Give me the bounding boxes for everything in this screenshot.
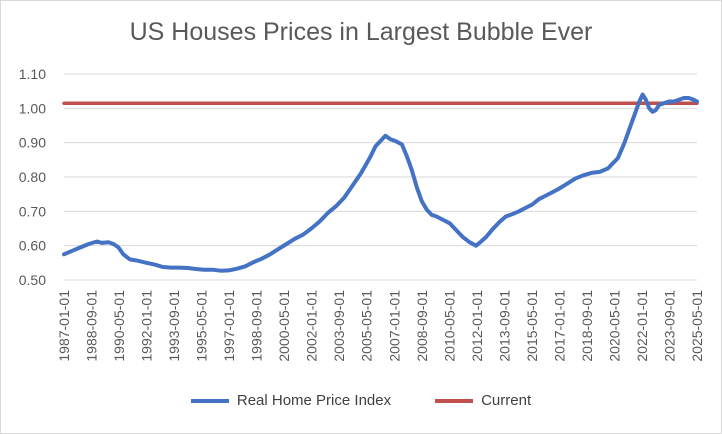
ytick-label: 0.90: [19, 135, 46, 151]
ytick-label: 1.10: [19, 66, 46, 82]
xtick-label: 2002-01-01: [304, 290, 320, 362]
ytick-label: 1.00: [19, 100, 46, 116]
chart-title: US Houses Prices in Largest Bubble Ever: [129, 18, 593, 46]
xtick-label: 1987-01-01: [56, 290, 72, 362]
xtick-label: 2005-05-01: [359, 290, 375, 362]
xtick-label: 2007-01-01: [386, 290, 402, 362]
legend-swatch-real-home-price-index: [190, 398, 229, 403]
xtick-label: 1995-05-01: [194, 290, 210, 362]
xtick-label: 2025-05-01: [689, 290, 705, 362]
chart-legend: Real Home Price Index Current: [0, 392, 722, 409]
legend-label-current: Current: [481, 392, 532, 409]
ytick-label: 0.70: [19, 203, 46, 219]
ytick-label: 0.80: [19, 169, 46, 185]
xtick-label: 2022-01-01: [634, 290, 650, 362]
xtick-label: 2010-05-01: [441, 290, 457, 362]
xtick-label: 1997-01-01: [221, 290, 237, 362]
xtick-label: 2023-09-01: [661, 290, 677, 362]
xtick-label: 1992-01-01: [139, 290, 155, 362]
legend-item-current: Current: [435, 392, 531, 409]
series-line-real-home-price-index: [62, 92, 699, 273]
xtick-label: 2012-01-01: [469, 290, 485, 362]
xtick-label: 2015-05-01: [524, 290, 540, 362]
xtick-label: 1990-05-01: [111, 290, 127, 362]
xtick-label: 1988-09-01: [84, 290, 100, 362]
xtick-label: 2018-09-01: [579, 290, 595, 362]
legend-swatch-current: [435, 398, 474, 403]
xtick-label: 2017-01-01: [551, 290, 567, 362]
legend-label-real-home-price-index: Real Home Price Index: [236, 392, 392, 409]
xtick-label: 2003-09-01: [331, 290, 347, 362]
ytick-label: 0.60: [19, 238, 46, 254]
ytick-label: 0.50: [19, 272, 46, 288]
xtick-label: 1993-09-01: [166, 290, 182, 362]
legend-item-real-home-price-index: Real Home Price Index: [190, 392, 392, 409]
xtick-label: 2020-05-01: [606, 290, 622, 362]
xtick-label: 2008-09-01: [414, 290, 430, 362]
xtick-label: 2013-09-01: [496, 290, 512, 362]
xtick-label: 1998-09-01: [249, 290, 265, 362]
xtick-label: 2000-05-01: [276, 290, 292, 362]
